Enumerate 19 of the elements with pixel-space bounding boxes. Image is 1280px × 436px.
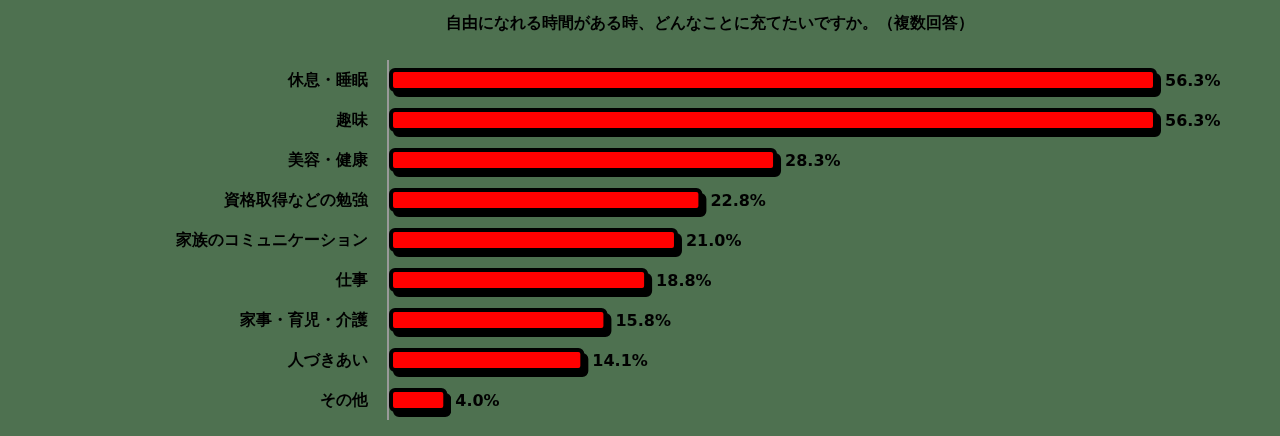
data-label: 14.1% xyxy=(592,351,648,370)
data-label: 22.8% xyxy=(710,191,766,210)
y-tick-label: その他 xyxy=(320,390,369,409)
data-label: 56.3% xyxy=(1165,71,1221,90)
data-label: 56.3% xyxy=(1165,111,1221,130)
data-label: 15.8% xyxy=(615,311,671,330)
y-tick-label: 趣味 xyxy=(335,110,369,129)
chart-title: 自由になれる時間がある時、どんなことに充てたいですか。（複数回答） xyxy=(446,13,974,32)
y-tick-label: 人づきあい xyxy=(287,350,368,369)
data-label: 4.0% xyxy=(455,391,500,410)
y-tick-label: 資格取得などの勉強 xyxy=(223,190,369,209)
data-label: 28.3% xyxy=(785,151,841,170)
y-tick-label: 美容・健康 xyxy=(287,150,369,169)
y-tick-label: 家事・育児・介護 xyxy=(239,310,368,329)
data-label: 21.0% xyxy=(685,231,742,250)
y-tick-label: 休息・睡眠 xyxy=(287,70,368,89)
y-tick-label: 仕事 xyxy=(335,270,368,289)
data-label: 18.8% xyxy=(656,271,712,290)
y-tick-label: 家族のコミュニケーション xyxy=(175,230,368,249)
